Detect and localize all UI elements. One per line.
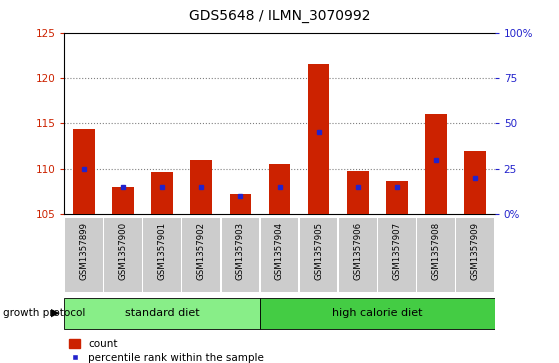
Bar [417, 218, 455, 292]
Text: standard diet: standard diet [125, 308, 200, 318]
Bar [65, 218, 103, 292]
Bar [191, 160, 212, 214]
Text: high calorie diet: high calorie diet [332, 308, 423, 318]
Bar [221, 218, 259, 292]
Text: GSM1357909: GSM1357909 [471, 221, 480, 280]
Bar [104, 218, 142, 292]
Bar [64, 298, 260, 329]
Bar [308, 64, 329, 214]
Text: GSM1357904: GSM1357904 [275, 221, 284, 280]
Text: ▶: ▶ [50, 308, 59, 318]
Text: GSM1357899: GSM1357899 [79, 221, 88, 280]
Bar [339, 218, 377, 292]
Bar [386, 180, 408, 214]
Bar [182, 218, 220, 292]
Legend: count, percentile rank within the sample: count, percentile rank within the sample [69, 339, 264, 363]
Bar [230, 194, 251, 214]
Text: GSM1357906: GSM1357906 [353, 221, 362, 280]
Bar [465, 151, 486, 214]
Bar [300, 218, 338, 292]
Bar [347, 171, 368, 214]
Text: GSM1357900: GSM1357900 [119, 221, 127, 280]
Text: GSM1357905: GSM1357905 [314, 221, 323, 280]
Bar [378, 218, 416, 292]
Text: GDS5648 / ILMN_3070992: GDS5648 / ILMN_3070992 [189, 9, 370, 23]
Text: GSM1357902: GSM1357902 [197, 221, 206, 280]
Bar [269, 164, 290, 214]
Text: GSM1357901: GSM1357901 [158, 221, 167, 280]
Bar [456, 218, 494, 292]
Bar [112, 187, 134, 214]
Bar [425, 114, 447, 214]
Text: GSM1357908: GSM1357908 [432, 221, 440, 280]
Bar [260, 298, 495, 329]
Bar [143, 218, 181, 292]
Bar [260, 218, 299, 292]
Bar [73, 129, 94, 214]
Text: GSM1357903: GSM1357903 [236, 221, 245, 280]
Bar [151, 171, 173, 214]
Text: growth protocol: growth protocol [3, 308, 85, 318]
Text: GSM1357907: GSM1357907 [392, 221, 401, 280]
